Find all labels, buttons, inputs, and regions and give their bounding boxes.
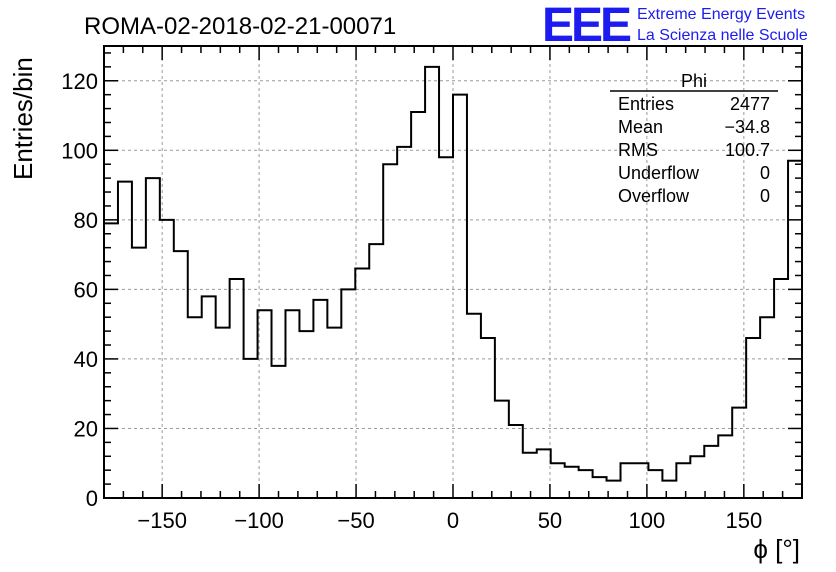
stats-label: Mean xyxy=(618,117,663,137)
y-tick-label: 20 xyxy=(74,416,98,441)
histogram-bin xyxy=(146,178,160,498)
logo-line2: La Scienza nelle Scuole xyxy=(637,27,808,44)
histogram-bin xyxy=(579,470,593,498)
chart-title: ROMA-02-2018-02-21-00071 xyxy=(84,13,396,40)
y-tick-label: 60 xyxy=(74,277,98,302)
x-tick-label: 0 xyxy=(447,508,459,533)
histogram-bin xyxy=(425,67,439,498)
x-axis: −150 −100 −50 0 50 100 150 xyxy=(103,46,803,533)
histogram-bin xyxy=(551,463,565,498)
eee-logo: EEE Extreme Energy Events La Scienza nel… xyxy=(542,0,808,52)
histogram-bin xyxy=(118,182,132,498)
histogram-bin xyxy=(788,161,802,498)
x-tick-label: 50 xyxy=(538,508,562,533)
histogram-bin xyxy=(174,251,188,498)
stats-label: Overflow xyxy=(618,186,690,206)
histogram-bin xyxy=(676,463,690,498)
histogram-series xyxy=(104,65,802,498)
stats-label: Entries xyxy=(618,94,674,114)
stats-label: RMS xyxy=(618,140,658,160)
logo-line1: Extreme Energy Events xyxy=(637,6,805,23)
histogram-bin xyxy=(467,314,481,498)
histogram-bin xyxy=(188,317,202,498)
histogram-bin xyxy=(746,338,760,498)
histogram-bin xyxy=(648,470,662,498)
histogram-bin xyxy=(258,310,272,498)
y-tick-label: 0 xyxy=(86,486,98,511)
stats-value: 2477 xyxy=(730,94,770,114)
x-axis-label: ϕ [°] xyxy=(753,534,800,564)
histogram-bin xyxy=(481,338,495,498)
stats-label: Underflow xyxy=(618,163,700,183)
y-axis-label: Entries/bin xyxy=(8,57,38,180)
histogram-bin xyxy=(537,449,551,498)
stats-title: Phi xyxy=(681,71,707,91)
x-tick-label: 150 xyxy=(725,508,762,533)
histogram-bin xyxy=(341,289,355,498)
histogram-bin xyxy=(439,157,453,498)
histogram-bin xyxy=(355,269,369,498)
histogram-bin xyxy=(662,481,676,498)
histogram-bin xyxy=(495,401,509,498)
histogram-bin xyxy=(397,147,411,498)
histogram-bin xyxy=(216,328,230,498)
stats-value: 0 xyxy=(760,163,770,183)
histogram-bin xyxy=(760,317,774,498)
histogram-bin xyxy=(132,248,146,498)
logo-mark: EEE xyxy=(542,0,631,52)
histogram-bin xyxy=(704,446,718,498)
stats-value: 100.7 xyxy=(725,140,770,160)
histogram-bin xyxy=(509,425,523,498)
x-tick-label: −50 xyxy=(337,508,374,533)
histogram-bin xyxy=(230,279,244,498)
histogram-bin xyxy=(327,328,341,498)
y-axis: 0 20 40 60 80 100 120 xyxy=(61,52,802,511)
y-tick-label: 80 xyxy=(74,208,98,233)
histogram-bin xyxy=(774,279,788,498)
histogram-bin xyxy=(453,95,467,498)
stats-box: Phi Entries 2477 Mean −34.8 RMS 100.7 Underflo… xyxy=(610,71,778,206)
histogram-bin xyxy=(690,456,704,498)
histogram-bin xyxy=(160,220,174,498)
stats-value: −34.8 xyxy=(724,117,770,137)
histogram-bin xyxy=(272,366,286,498)
stats-value: 0 xyxy=(760,186,770,206)
y-tick-label: 100 xyxy=(61,138,98,163)
histogram-bin xyxy=(411,112,425,498)
histogram-line xyxy=(104,65,802,482)
x-tick-label: −150 xyxy=(137,508,187,533)
histogram-bin xyxy=(299,331,313,498)
histogram-bin xyxy=(313,300,327,498)
x-tick-label: 100 xyxy=(629,508,666,533)
histogram-bin xyxy=(244,359,258,498)
histogram-bin xyxy=(593,477,607,498)
histogram-bin xyxy=(523,453,537,498)
y-tick-label: 40 xyxy=(74,347,98,372)
histogram-bin xyxy=(383,164,397,498)
histogram-bin xyxy=(202,296,216,498)
histogram-bin xyxy=(718,435,732,498)
y-tick-label: 120 xyxy=(61,69,98,94)
histogram-bin xyxy=(285,310,299,498)
histogram-bin xyxy=(565,467,579,498)
histogram-bin xyxy=(369,244,383,498)
x-tick-label: −100 xyxy=(234,508,284,533)
